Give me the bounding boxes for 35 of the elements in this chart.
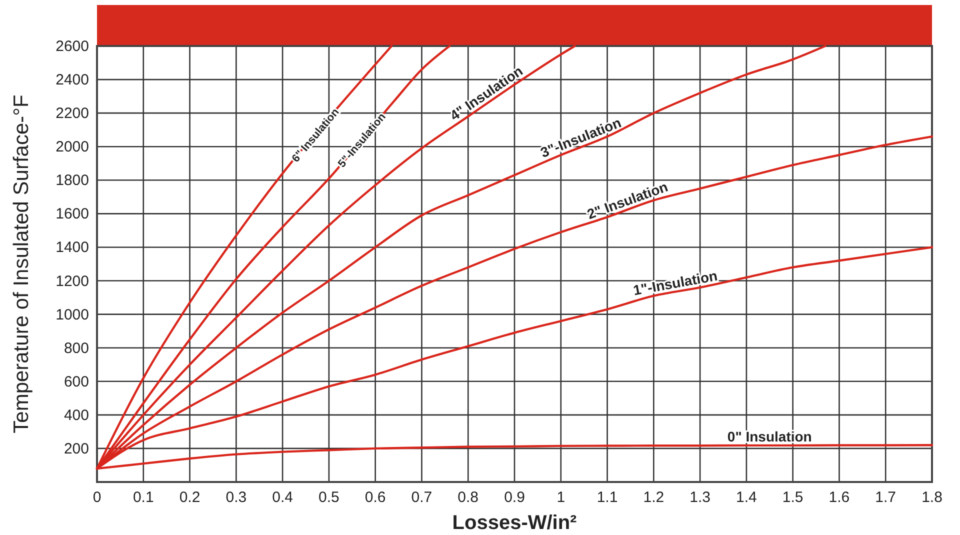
x-tick-label: 0.5 <box>318 489 340 506</box>
x-tick-label: 1.7 <box>875 489 896 506</box>
y-tick-label: 400 <box>64 406 89 424</box>
x-tick-label: 1.3 <box>690 489 710 506</box>
y-tick-label: 1400 <box>56 239 89 256</box>
text: 1"-Insulation <box>632 267 719 298</box>
y-tick-label: 2400 <box>56 72 89 89</box>
y-axis-title: Temperature of Insulated Surface-°F <box>10 94 33 434</box>
x-tick-label: 0.9 <box>504 489 525 506</box>
y-tick-label: 600 <box>64 373 89 390</box>
y-tick-label: 1600 <box>56 206 89 223</box>
x-tick-label: 0 <box>92 489 102 506</box>
y-tick-label: 2600 <box>56 38 89 55</box>
y-tick-label: 800 <box>64 340 89 357</box>
y-tick-label: 2200 <box>56 105 89 122</box>
y-tick-label: 2000 <box>56 138 89 156</box>
x-tick-label: 1.8 <box>922 489 942 506</box>
y-tick-label: 1200 <box>56 272 89 290</box>
x-tick-label: 1.2 <box>643 489 664 506</box>
x-tick-label: 1.5 <box>782 489 804 506</box>
x-tick-label: 1.4 <box>736 489 757 506</box>
x-axis-title: Losses-W/in² <box>452 512 578 534</box>
x-tick-label: 1.6 <box>828 489 850 506</box>
x-tick-label: 0.3 <box>226 489 247 506</box>
x-tick-label: 0.4 <box>272 489 293 506</box>
y-tick-label: 1800 <box>56 172 89 190</box>
y-tick-label: 200 <box>64 440 89 458</box>
x-tick-label: 0.2 <box>179 489 200 506</box>
x-tick-label: 1.1 <box>596 489 618 506</box>
y-tick-label: 1000 <box>56 306 89 324</box>
x-tick-label: 1 <box>556 489 566 506</box>
x-tick-label: 0.1 <box>132 489 154 506</box>
x-tick-label: 0.8 <box>458 489 479 506</box>
x-tick-label: 0.6 <box>364 489 386 506</box>
x-tick-label: 0.7 <box>411 489 432 506</box>
